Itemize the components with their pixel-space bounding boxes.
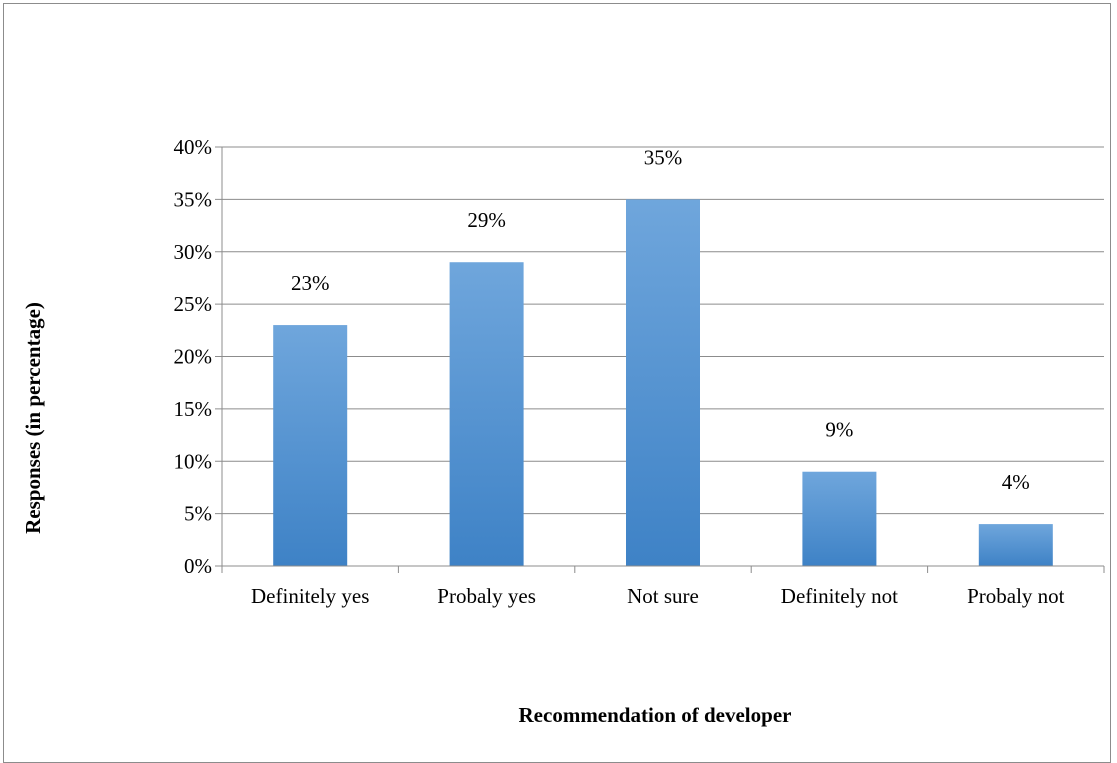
bar (449, 262, 524, 566)
bar (273, 325, 348, 566)
data-label: 35% (644, 145, 683, 169)
x-axis-title: Recommendation of developer (519, 703, 792, 727)
x-category-label: Not sure (627, 584, 699, 608)
y-tick-label: 0% (184, 554, 212, 578)
x-category-label: Probaly not (967, 584, 1065, 608)
data-label: 23% (291, 271, 330, 295)
chart-frame (3, 3, 1111, 763)
y-tick-label: 20% (174, 345, 213, 369)
x-category-label: Probaly yes (437, 584, 536, 608)
data-label: 29% (467, 208, 506, 232)
labels: 0% 5% 10% 15% 20% 25% 30% 35% 40% 23% Definitely y… (174, 135, 1065, 608)
y-tick-label: 35% (174, 187, 213, 211)
x-category-label: Definitely yes (251, 584, 369, 608)
y-tick-label: 5% (184, 502, 212, 526)
x-category-label: Definitely not (781, 584, 898, 608)
bar (626, 199, 700, 566)
y-axis-title: Responses (in percentage) (21, 302, 45, 534)
axes (215, 146, 1105, 573)
y-tick-label: 10% (174, 449, 213, 473)
y-tick-label: 30% (174, 240, 213, 264)
data-label: 4% (1002, 470, 1030, 494)
bar (802, 471, 877, 566)
y-tick-label: 15% (174, 397, 213, 421)
y-tick-label: 40% (174, 135, 213, 159)
bars (273, 199, 1053, 566)
data-label: 9% (825, 418, 853, 442)
bar (978, 524, 1053, 566)
y-tick-label: 25% (174, 292, 213, 316)
bar-chart: 0% 5% 10% 15% 20% 25% 30% 35% 40% 23% Definitely y… (21, 135, 1105, 727)
